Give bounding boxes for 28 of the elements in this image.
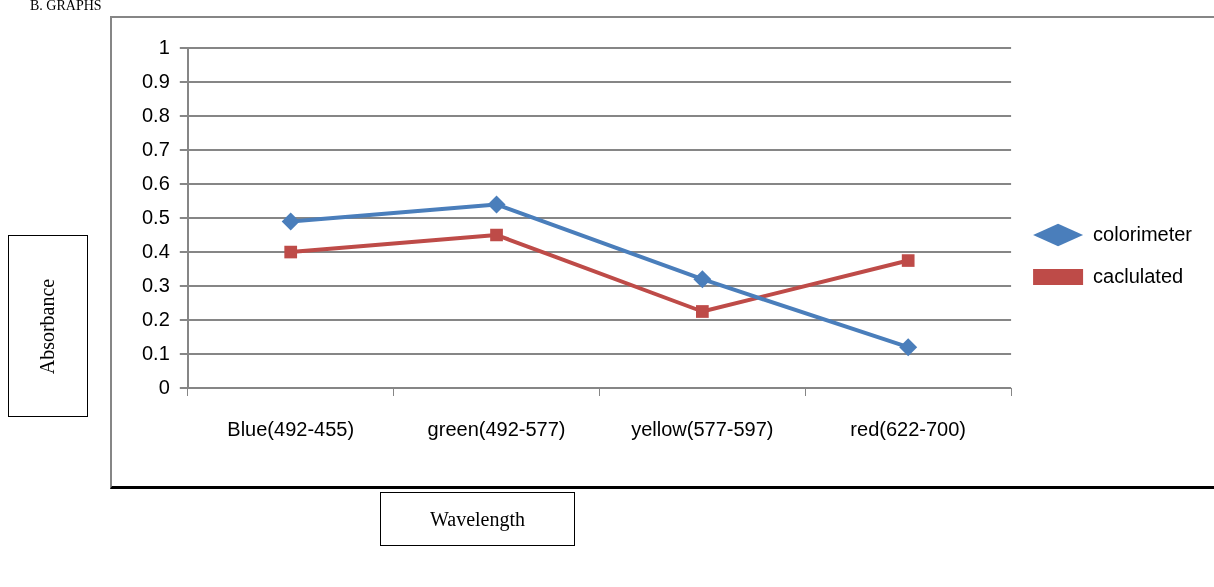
x-axis-title: Wavelength bbox=[380, 492, 575, 546]
y-tick-label: 0.7 bbox=[141, 137, 170, 160]
y-tick-label: 0.9 bbox=[141, 69, 170, 92]
point bbox=[487, 195, 506, 214]
y-tick-label: 0.1 bbox=[141, 341, 170, 364]
x-tick-label: green(492-577) bbox=[427, 417, 566, 440]
x-tick-label: red(622-700) bbox=[850, 417, 966, 440]
point bbox=[281, 212, 300, 231]
y-tick-label: 0.3 bbox=[141, 273, 170, 296]
x-tick-label: yellow(577-597) bbox=[631, 417, 774, 440]
legend-label: colorimeter bbox=[1093, 222, 1193, 245]
point bbox=[901, 254, 915, 267]
y-tick-label: 0 bbox=[158, 375, 170, 398]
text: B. GRAPHS bbox=[30, 0, 102, 14]
y-tick-label: 0.5 bbox=[141, 205, 170, 228]
y-tick-label: 1 bbox=[158, 35, 170, 58]
point bbox=[284, 245, 298, 259]
y-tick-label: 0.6 bbox=[141, 171, 170, 194]
x-tick-label: Blue(492-455) bbox=[227, 417, 355, 440]
point bbox=[695, 305, 709, 318]
point bbox=[899, 338, 918, 357]
y-tick-label: 0.4 bbox=[141, 239, 170, 262]
legend-label: caclulated bbox=[1093, 264, 1184, 287]
y-tick-label: 0.8 bbox=[141, 103, 170, 126]
y-axis-title: Absorbance bbox=[36, 278, 60, 374]
y-tick-label: 0.2 bbox=[141, 307, 170, 330]
point bbox=[693, 270, 712, 289]
point bbox=[490, 228, 503, 242]
